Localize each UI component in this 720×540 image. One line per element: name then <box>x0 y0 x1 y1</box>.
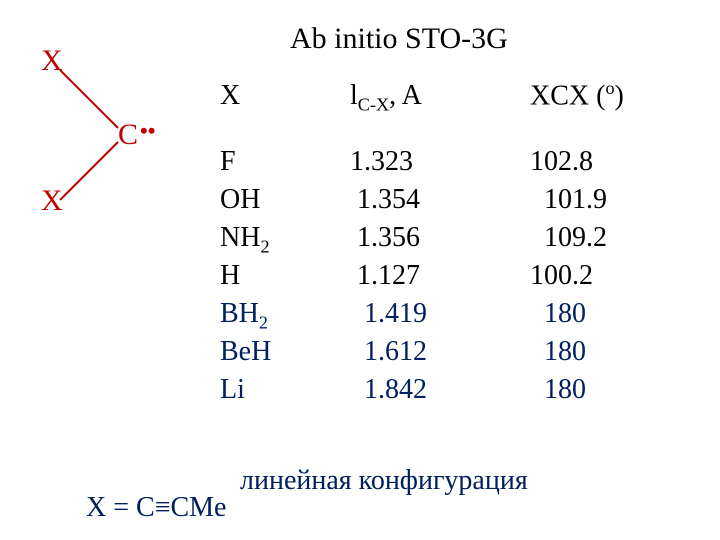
cell-angle: 100.2 <box>530 260 690 292</box>
cell-x: BeH <box>220 336 350 368</box>
table-row: OH 1.354 101.9 <box>220 184 690 222</box>
cell-angle: 180 <box>530 336 690 368</box>
cell-length: 1.127 <box>350 260 530 292</box>
cell-length: 1.842 <box>350 374 530 406</box>
cell-x: F <box>220 146 350 178</box>
cell-length: 1.323 <box>350 146 530 178</box>
cell-x: NH2 <box>220 222 350 258</box>
title-text: Ab initio STO-3G <box>290 22 508 56</box>
cell-angle: 109.2 <box>530 222 690 254</box>
table-row: H 1.127100.2 <box>220 260 690 298</box>
subst-top: X <box>41 44 63 77</box>
header-a-suffix: ) <box>615 80 624 111</box>
cell-x: H <box>220 260 350 292</box>
cell-angle: 180 <box>530 298 690 330</box>
carbene-diagram: X X C •• <box>36 40 196 210</box>
table-row: BeH 1.612 180 <box>220 336 690 374</box>
header-l-sub: C-X <box>358 95 389 115</box>
lone-pair: •• <box>140 118 155 143</box>
table-header-row: X lC-X, A XCX (o) <box>220 78 690 116</box>
cell-angle: 180 <box>530 374 690 406</box>
cell-angle: 101.9 <box>530 184 690 216</box>
header-angle: XCX (o) <box>530 78 690 112</box>
data-table: X lC-X, A XCX (o) F1.323102.8OH 1.354 10… <box>220 78 690 412</box>
header-l-prefix: l <box>350 80 358 111</box>
subst-bottom: X <box>41 184 63 210</box>
header-length: lC-X, A <box>350 80 530 116</box>
cell-x: BH2 <box>220 298 350 334</box>
header-a-sup: o <box>605 78 614 98</box>
table-row: F1.323102.8 <box>220 146 690 184</box>
footer-line-1: линейная конфигурация <box>240 465 528 497</box>
table-row: NH2 1.356 109.2 <box>220 222 690 260</box>
footer-line-2: X = C≡CMe <box>86 492 226 524</box>
center-atom: C <box>118 118 138 151</box>
table-row: BH2 1.419 180 <box>220 298 690 336</box>
cell-x: Li <box>220 374 350 406</box>
header-x: X <box>220 80 350 112</box>
table-row: Li 1.842 180 <box>220 374 690 412</box>
cell-x: OH <box>220 184 350 216</box>
cell-length: 1.354 <box>350 184 530 216</box>
cell-length: 1.356 <box>350 222 530 254</box>
header-a-prefix: XCX ( <box>530 80 605 111</box>
cell-angle: 102.8 <box>530 146 690 178</box>
header-l-suffix: , A <box>389 80 422 111</box>
cell-length: 1.612 <box>350 336 530 368</box>
cell-length: 1.419 <box>350 298 530 330</box>
